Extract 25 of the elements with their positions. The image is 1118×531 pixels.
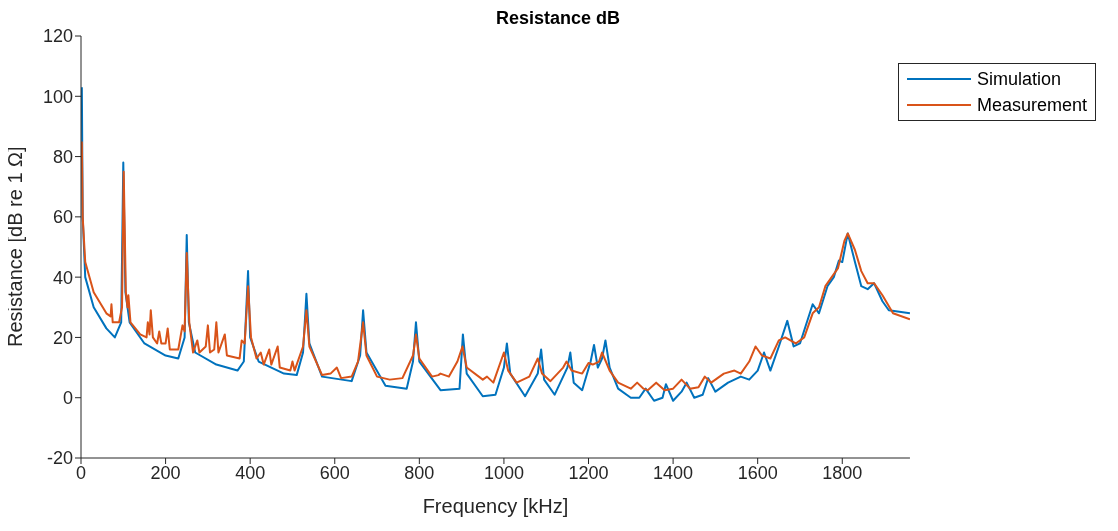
y-tick-label: 120 xyxy=(42,26,73,47)
y-tick-label: 80 xyxy=(52,146,73,167)
chart-title: Resistance dB xyxy=(495,8,621,28)
y-tick-label: 100 xyxy=(42,86,73,107)
y-tick-label: 40 xyxy=(52,267,73,288)
x-tick-label: 800 xyxy=(404,462,435,483)
legend-label: Measurement xyxy=(976,94,1087,117)
legend-label: Simulation xyxy=(976,68,1061,91)
y-tick-label: 20 xyxy=(52,327,73,348)
x-tick-label: 1800 xyxy=(822,462,863,483)
x-tick-label: 1600 xyxy=(737,462,778,483)
x-tick-label: 1000 xyxy=(483,462,524,483)
y-tick-label: 0 xyxy=(62,388,73,409)
x-tick-label: 200 xyxy=(150,462,181,483)
x-tick-label: 1200 xyxy=(568,462,609,483)
x-tick-label: 1400 xyxy=(653,462,694,483)
x-axis-title: Frequency [kHz] xyxy=(422,495,569,517)
x-tick-label: 400 xyxy=(235,462,266,483)
x-tick-label: 600 xyxy=(319,462,350,483)
line-series xyxy=(81,140,910,392)
y-axis-title: Resistance [dB re 1 Ω] xyxy=(4,146,27,347)
y-tick-label: 60 xyxy=(52,207,73,228)
line-series xyxy=(81,86,910,402)
x-tick-label: 0 xyxy=(75,462,87,483)
y-tick-label: -20 xyxy=(46,448,73,469)
